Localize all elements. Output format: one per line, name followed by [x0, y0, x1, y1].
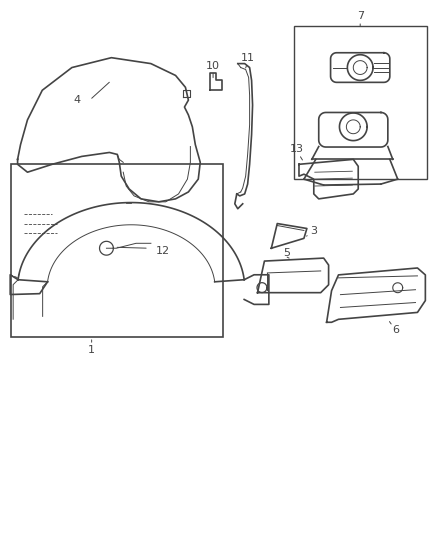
Text: 10: 10 — [205, 61, 219, 70]
Bar — [293, 26, 426, 179]
Text: 4: 4 — [73, 95, 80, 105]
Bar — [11, 164, 223, 337]
Text: 12: 12 — [155, 246, 170, 256]
Text: 3: 3 — [310, 227, 317, 237]
Text: 11: 11 — [240, 53, 254, 63]
Text: 7: 7 — [356, 11, 363, 21]
Text: 1: 1 — [88, 345, 95, 355]
Text: 5: 5 — [283, 248, 290, 258]
Text: 13: 13 — [290, 144, 303, 155]
Text: 6: 6 — [391, 325, 398, 335]
